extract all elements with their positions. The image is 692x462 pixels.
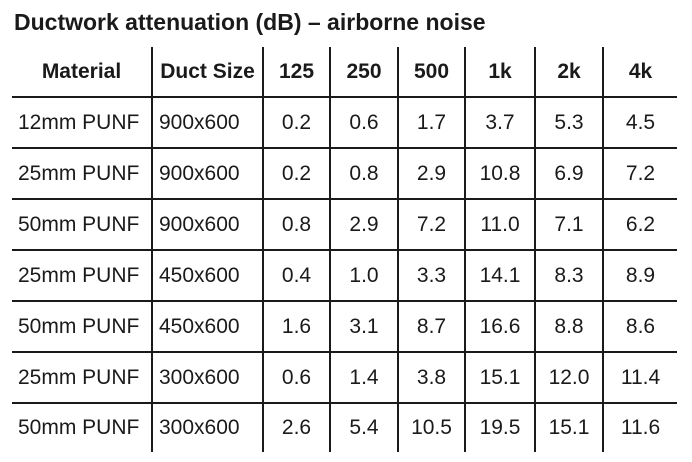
cell-material: 50mm PUNF (12, 300, 152, 352)
cell-material: 50mm PUNF (12, 198, 152, 250)
header-duct-size: Duct Size (151, 47, 263, 97)
cell-duct-size: 900x600 (151, 96, 263, 148)
cell-2khz: 7.1 (534, 198, 603, 250)
cell-125hz: 2.6 (262, 402, 330, 452)
table-row: 50mm PUNF 900x600 0.8 2.9 7.2 11.0 7.1 6… (12, 198, 677, 250)
attenuation-table: Material Duct Size 125 250 500 1k 2k 4k … (12, 47, 677, 452)
cell-2khz: 5.3 (534, 96, 603, 148)
header-125hz: 125 (262, 47, 330, 97)
table-row: 25mm PUNF 300x600 0.6 1.4 3.8 15.1 12.0 … (12, 351, 677, 403)
cell-duct-size: 450x600 (151, 300, 263, 352)
cell-duct-size: 300x600 (151, 402, 263, 452)
cell-1khz: 14.1 (464, 249, 535, 301)
header-material: Material (41, 59, 122, 83)
cell-4khz: 7.2 (602, 147, 677, 199)
cell-material: 25mm PUNF (12, 147, 152, 199)
cell-material: 50mm PUNF (12, 402, 152, 452)
cell-500hz: 1.7 (397, 96, 465, 148)
cell-4khz: 11.6 (602, 402, 677, 452)
cell-500hz: 7.2 (397, 198, 465, 250)
cell-250hz: 5.4 (329, 402, 398, 452)
cell-4khz: 11.4 (602, 351, 677, 403)
cell-material: 12mm PUNF (12, 96, 152, 148)
cell-2khz: 12.0 (534, 351, 603, 403)
cell-duct-size: 450x600 (151, 249, 263, 301)
header-500hz: 500 (397, 47, 465, 97)
cell-500hz: 8.7 (397, 300, 465, 352)
cell-125hz: 0.4 (262, 249, 330, 301)
cell-1khz: 11.0 (464, 198, 535, 250)
cell-1khz: 16.6 (464, 300, 535, 352)
table-row: 25mm PUNF 900x600 0.2 0.8 2.9 10.8 6.9 7… (12, 147, 677, 199)
cell-4khz: 8.9 (602, 249, 677, 301)
cell-250hz: 1.0 (329, 249, 398, 301)
cell-500hz: 3.8 (397, 351, 465, 403)
table-row: 25mm PUNF 450x600 0.4 1.0 3.3 14.1 8.3 8… (12, 249, 677, 301)
cell-1khz: 10.8 (464, 147, 535, 199)
cell-125hz: 0.2 (262, 96, 330, 148)
table-row: 50mm PUNF 450x600 1.6 3.1 8.7 16.6 8.8 8… (12, 300, 677, 352)
table-row: 12mm PUNF 900x600 0.2 0.6 1.7 3.7 5.3 4.… (12, 96, 677, 148)
cell-125hz: 1.6 (262, 300, 330, 352)
header-250hz: 250 (329, 47, 398, 97)
cell-2khz: 8.8 (534, 300, 603, 352)
cell-4khz: 4.5 (602, 96, 677, 148)
cell-1khz: 15.1 (464, 351, 535, 403)
cell-material: 25mm PUNF (12, 249, 152, 301)
cell-250hz: 0.8 (329, 147, 398, 199)
cell-500hz: 10.5 (397, 402, 465, 452)
cell-1khz: 19.5 (464, 402, 535, 452)
header-2khz: 2k (534, 47, 603, 97)
cell-125hz: 0.8 (262, 198, 330, 250)
cell-250hz: 2.9 (329, 198, 398, 250)
cell-2khz: 6.9 (534, 147, 603, 199)
cell-1khz: 3.7 (464, 96, 535, 148)
cell-duct-size: 300x600 (151, 351, 263, 403)
cell-125hz: 0.2 (262, 147, 330, 199)
cell-2khz: 15.1 (534, 402, 603, 452)
cell-4khz: 6.2 (602, 198, 677, 250)
cell-125hz: 0.6 (262, 351, 330, 403)
cell-250hz: 1.4 (329, 351, 398, 403)
header-row: Material Duct Size 125 250 500 1k 2k 4k (12, 47, 677, 97)
cell-500hz: 2.9 (397, 147, 465, 199)
cell-duct-size: 900x600 (151, 147, 263, 199)
table-row: 50mm PUNF 300x600 2.6 5.4 10.5 19.5 15.1… (12, 402, 677, 452)
cell-250hz: 3.1 (329, 300, 398, 352)
cell-4khz: 8.6 (602, 300, 677, 352)
cell-material: 25mm PUNF (12, 351, 152, 403)
cell-duct-size: 900x600 (151, 198, 263, 250)
header-1khz: 1k (464, 47, 535, 97)
page-title: Ductwork attenuation (dB) – airborne noi… (14, 9, 486, 35)
cell-500hz: 3.3 (397, 249, 465, 301)
header-4khz: 4k (602, 47, 677, 97)
cell-2khz: 8.3 (534, 249, 603, 301)
cell-250hz: 0.6 (329, 96, 398, 148)
